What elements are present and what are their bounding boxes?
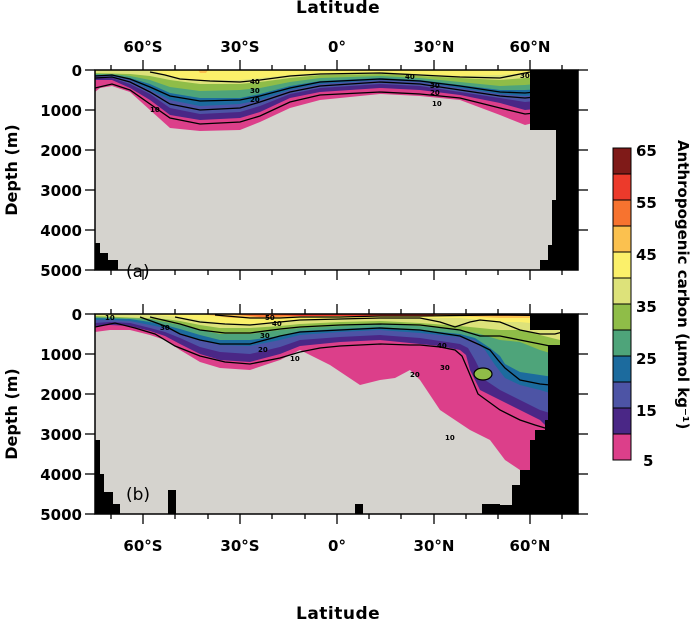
svg-text:0: 0 [72, 62, 82, 80]
svg-text:30°S: 30°S [220, 537, 259, 555]
svg-text:4000: 4000 [40, 222, 82, 240]
panel-b-contour-labels: 50 40 30 20 10 10 30 40 30 20 10 [105, 314, 455, 442]
svg-text:3000: 3000 [40, 426, 82, 444]
svg-text:15: 15 [636, 402, 657, 420]
svg-text:65: 65 [636, 142, 657, 160]
svg-text:10: 10 [105, 314, 115, 322]
colorbar-title: Anthropogenic carbon (µmol kg⁻¹) [674, 140, 692, 429]
svg-text:30: 30 [160, 324, 170, 332]
svg-text:5: 5 [643, 452, 653, 470]
svg-text:30: 30 [520, 72, 530, 80]
svg-text:0: 0 [72, 306, 82, 324]
panel-b-label: (b) [126, 485, 150, 505]
colorbar [612, 147, 632, 461]
panel-b [95, 314, 578, 514]
svg-text:45: 45 [636, 246, 657, 264]
svg-text:30°S: 30°S [220, 38, 259, 56]
x-tick-labels-top: 60°S 30°S 0° 30°N 60°N [123, 38, 550, 56]
bottom-x-axis-title: Latitude [296, 604, 381, 624]
panel-a [95, 70, 578, 270]
svg-text:30: 30 [260, 332, 270, 340]
y-tick-labels-b: 0 1000 2000 3000 4000 5000 [40, 306, 82, 524]
svg-text:30: 30 [440, 364, 450, 372]
svg-text:10: 10 [290, 355, 300, 363]
svg-text:20: 20 [258, 346, 268, 354]
svg-text:40: 40 [405, 73, 415, 81]
svg-text:40: 40 [250, 78, 260, 86]
svg-text:50: 50 [265, 314, 275, 322]
svg-text:2000: 2000 [40, 386, 82, 404]
svg-text:10: 10 [432, 100, 442, 108]
panel-a-label: (a) [126, 262, 150, 282]
svg-text:10: 10 [445, 434, 455, 442]
svg-text:55: 55 [636, 194, 657, 212]
y-ticks [85, 69, 588, 515]
y-tick-labels-a: 0 1000 2000 3000 4000 5000 [40, 62, 82, 280]
svg-text:30: 30 [250, 87, 260, 95]
colorbar-tick-labels: 65 55 45 35 25 15 5 [636, 142, 657, 470]
svg-text:20: 20 [250, 96, 260, 104]
svg-text:60°N: 60°N [510, 537, 551, 555]
svg-text:1000: 1000 [40, 102, 82, 120]
top-x-axis-title: Latitude [296, 0, 381, 18]
y-axis-title-b: Depth (m) [2, 368, 21, 460]
svg-text:40: 40 [272, 320, 282, 328]
svg-text:35: 35 [636, 298, 657, 316]
svg-text:20: 20 [410, 371, 420, 379]
svg-text:0°: 0° [328, 38, 346, 56]
panel-a-contour-labels: 40 30 20 10 40 30 20 10 30 [150, 72, 530, 114]
svg-text:40: 40 [437, 342, 447, 350]
svg-text:0°: 0° [328, 537, 346, 555]
svg-text:60°S: 60°S [123, 38, 162, 56]
svg-text:4000: 4000 [40, 466, 82, 484]
svg-text:1000: 1000 [40, 346, 82, 364]
svg-text:5000: 5000 [40, 262, 82, 280]
svg-text:30: 30 [430, 82, 440, 90]
svg-text:30°N: 30°N [414, 38, 455, 56]
x-tick-labels-bottom: 60°S 30°S 0° 30°N 60°N [123, 537, 550, 555]
svg-text:60°S: 60°S [123, 537, 162, 555]
svg-text:5000: 5000 [40, 506, 82, 524]
svg-text:10: 10 [150, 106, 160, 114]
svg-text:60°N: 60°N [510, 38, 551, 56]
y-axis-title-a: Depth (m) [2, 124, 21, 216]
svg-text:2000: 2000 [40, 142, 82, 160]
svg-text:30°N: 30°N [414, 537, 455, 555]
svg-text:25: 25 [636, 350, 657, 368]
svg-text:20: 20 [430, 89, 440, 97]
svg-text:3000: 3000 [40, 182, 82, 200]
x-ticks [110, 60, 563, 524]
